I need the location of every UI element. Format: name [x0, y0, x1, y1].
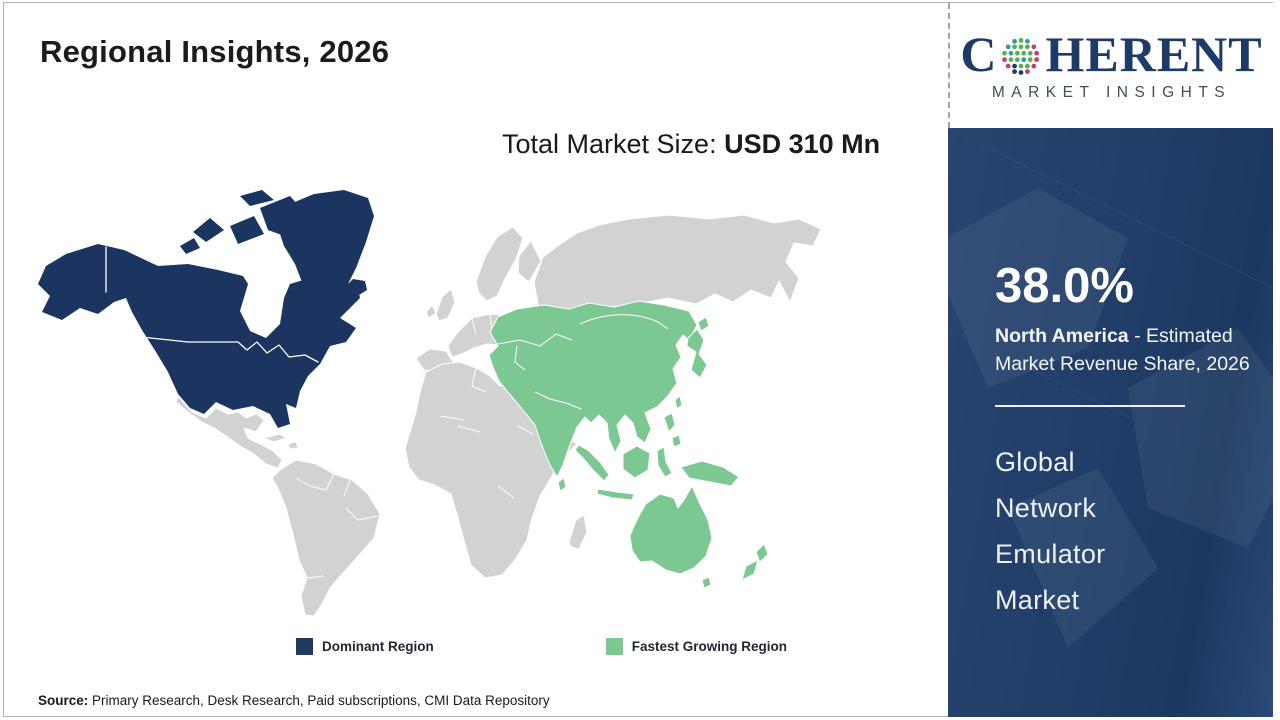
map-country-new-guinea [680, 460, 740, 487]
stats-panel: 38.0% North America - Estimated Market R… [948, 128, 1273, 717]
map-country-iceland [344, 279, 367, 297]
world-map [28, 186, 828, 622]
map-region-canadian-arctic [180, 190, 308, 254]
map-region-mexico-central-america [175, 395, 283, 469]
map-borders-south-america [295, 473, 379, 579]
map-country-uk [435, 288, 456, 322]
share-description: North America - Estimated Market Revenue… [995, 322, 1257, 379]
source-line: Source: Primary Research, Desk Research,… [38, 693, 550, 708]
market-name-line-4: Market [995, 584, 1080, 615]
panel-map-texture [948, 128, 1273, 648]
map-borders-asia [497, 314, 669, 434]
panel-divider [995, 404, 1185, 407]
legend-label-dominant: Dominant Region [322, 639, 434, 654]
legend-swatch-fastest-growing [605, 638, 623, 655]
logo-area: C HERENT MARKET INSIGHTS [948, 3, 1273, 128]
logo-subtitle: MARKET INSIGHTS [991, 84, 1232, 101]
source-label: Source: [38, 693, 89, 708]
map-country-new-zealand [741, 543, 769, 581]
share-value: 38.0% [995, 259, 1134, 313]
market-name: Global Network Emulator Market [995, 439, 1249, 623]
legend-item-fastest-growing: Fastest Growing Region [605, 638, 788, 655]
map-country-sulawesi [656, 446, 673, 478]
total-market-size-value: USD 310 Mn [724, 129, 881, 159]
map-country-russia [533, 214, 822, 318]
world-map-svg [38, 190, 822, 617]
market-name-line-1: Global [995, 446, 1075, 477]
map-country-japan-hokkaido [697, 316, 710, 332]
map-country-madagascar [568, 514, 588, 550]
market-name-line-2: Network [995, 492, 1097, 523]
legend-label-fastest-growing: Fastest Growing Region [631, 639, 788, 654]
map-country-tasmania [701, 576, 712, 589]
share-region: North America [995, 324, 1129, 347]
share-desc-text: - Estimated Market Revenue Share, 2026 [995, 324, 1250, 376]
map-border-usa-canada [131, 335, 319, 363]
map-country-philippines [663, 412, 682, 448]
map-country-greenland [278, 190, 374, 328]
map-country-cuba [263, 433, 287, 443]
logo-globe-icon [1002, 38, 1040, 75]
map-country-sumatra [574, 444, 610, 482]
map-region-south-america [271, 459, 381, 617]
map-country-japan [686, 328, 708, 379]
map-country-ireland [425, 304, 437, 319]
map-region-north-america [38, 190, 374, 428]
map-borders-africa [439, 367, 534, 499]
source-text: Primary Research, Desk Research, Paid su… [88, 693, 550, 708]
map-country-borneo [622, 445, 651, 479]
legend-swatch-dominant [296, 638, 313, 655]
map-country-hispaniola [287, 441, 299, 450]
map-legend: Dominant Region Fastest Growing Region [296, 638, 787, 655]
map-country-australia [629, 485, 713, 575]
legend-item-dominant: Dominant Region [296, 638, 434, 655]
logo-letter-c: C [960, 26, 998, 82]
map-region-usa-canada [38, 244, 360, 428]
map-country-java [596, 488, 635, 501]
total-market-size-label: Total Market Size: [502, 129, 725, 159]
total-market-size: Total Market Size: USD 310 Mn [502, 124, 884, 164]
map-country-sri-lanka [557, 477, 567, 492]
market-name-line-3: Emulator [995, 538, 1106, 569]
map-country-taiwan [674, 395, 683, 410]
stats-panel-content: 38.0% North America - Estimated Market R… [948, 259, 1273, 623]
map-region-asia-pacific [488, 300, 769, 589]
page-title: Regional Insights, 2026 [40, 34, 390, 69]
map-region-scandinavia [475, 226, 524, 302]
logo-wordmark: HERENT [1045, 26, 1263, 82]
map-country-finland [517, 240, 542, 283]
brand-logo: C HERENT [960, 29, 1262, 79]
